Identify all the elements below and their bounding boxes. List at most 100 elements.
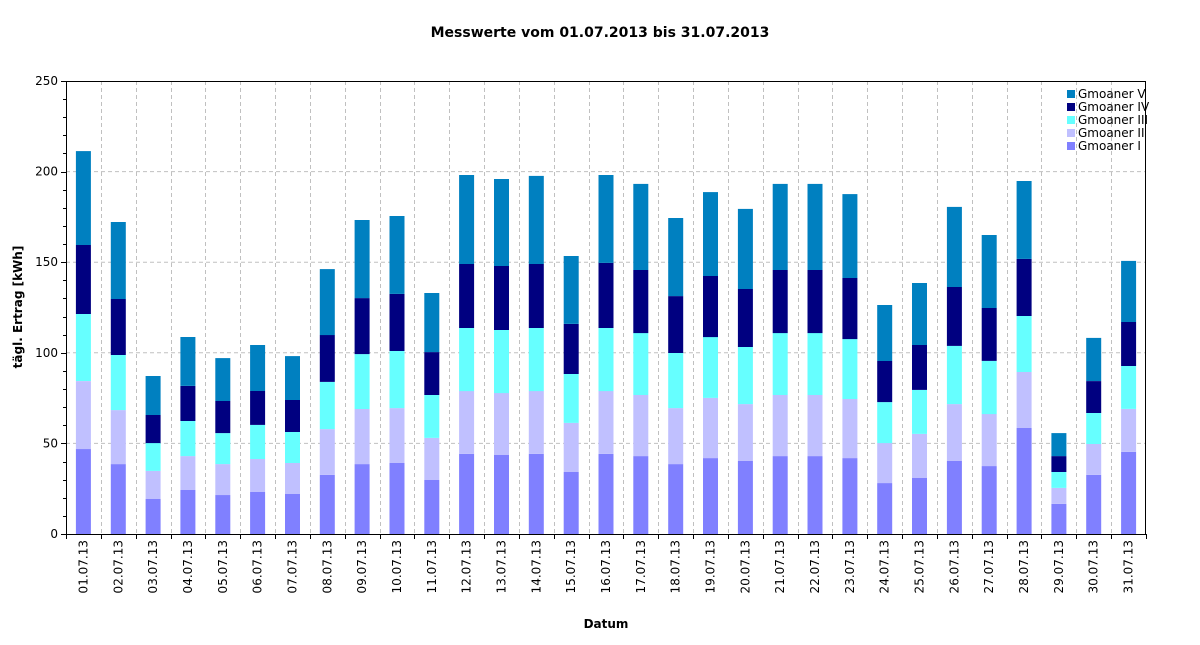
bar-segment <box>319 382 335 430</box>
bar-segment <box>1086 443 1102 475</box>
bars <box>75 151 1137 534</box>
bar-segment <box>424 395 440 438</box>
bar-segment <box>389 408 405 463</box>
bar-segment <box>877 361 893 403</box>
bar-segment <box>772 395 788 457</box>
x-tick-label: 02.07.13 <box>111 540 125 593</box>
legend-swatch <box>1067 129 1075 137</box>
bar-segment <box>145 415 161 444</box>
x-tick-label: 01.07.13 <box>76 540 90 593</box>
bar-segment <box>842 458 858 534</box>
bar-segment <box>354 409 370 465</box>
bar-segment <box>563 256 579 324</box>
bar-segment <box>668 353 684 409</box>
bar-segment <box>250 345 266 391</box>
bar-segment <box>981 308 997 361</box>
bar-segment <box>912 389 927 434</box>
bar-segment <box>494 393 509 455</box>
bar-segment <box>563 472 579 534</box>
bar-segment <box>180 386 196 421</box>
bar-segment <box>946 461 962 534</box>
bar-segment <box>75 314 91 381</box>
y-tick-label: 100 <box>35 346 58 360</box>
bar-segment <box>354 354 370 409</box>
bar-segment <box>110 355 126 411</box>
x-tick-label: 09.07.13 <box>355 540 369 593</box>
bar-segment <box>528 453 544 534</box>
legend-swatch <box>1067 116 1075 124</box>
bar-segment <box>807 333 823 395</box>
bar-segment <box>1051 488 1067 504</box>
bar-segment <box>494 455 509 534</box>
bar-segment <box>180 337 196 386</box>
bar-segment <box>703 397 718 459</box>
bar-segment <box>285 432 300 463</box>
y-tick-label: 0 <box>50 527 58 541</box>
bar-segment <box>1051 472 1067 488</box>
x-tick-label: 11.07.13 <box>425 540 439 593</box>
bar-segment <box>1016 316 1032 372</box>
y-tick-label: 150 <box>35 255 58 269</box>
bar-segment <box>772 333 788 395</box>
bar-segment <box>424 480 440 534</box>
bar-segment <box>912 283 927 345</box>
bar-segment <box>110 222 126 299</box>
bar-segment <box>598 391 614 454</box>
bar-segment <box>668 464 684 534</box>
bar-segment <box>215 495 231 534</box>
bar-segment <box>424 293 440 353</box>
legend-label: Gmoaner V <box>1078 87 1146 101</box>
bar-segment <box>981 466 997 534</box>
bar-segment <box>668 296 684 353</box>
bar-segment <box>285 399 300 432</box>
bar-segment <box>528 175 544 264</box>
bar-segment <box>389 293 405 351</box>
bar-segment <box>1121 322 1137 366</box>
bar-segment <box>772 183 788 270</box>
bar-segment <box>946 206 962 287</box>
bar-segment <box>981 235 997 308</box>
bar-segment <box>215 401 231 434</box>
bar-segment <box>877 443 893 483</box>
bar-segment <box>459 391 475 454</box>
bar-segment <box>389 216 405 294</box>
bar-segment <box>598 328 614 392</box>
bar-segment <box>319 269 335 336</box>
legend-label: Gmoaner II <box>1078 126 1145 140</box>
bar-segment <box>981 414 997 466</box>
bar-segment <box>528 328 544 392</box>
y-tick-label: 200 <box>35 165 58 179</box>
bar-segment <box>354 464 370 534</box>
x-tick-label: 19.07.13 <box>704 540 718 593</box>
bar-segment <box>633 456 649 534</box>
chart-title: Messwerte vom 01.07.2013 bis 31.07.2013 <box>431 25 770 41</box>
bar-segment <box>285 356 300 400</box>
bar-segment <box>528 264 544 328</box>
bar-segment <box>598 262 614 328</box>
bar-segment <box>459 175 475 264</box>
x-tick-label: 22.07.13 <box>808 540 822 593</box>
bar-segment <box>1051 503 1067 534</box>
bar-segment <box>563 324 579 374</box>
x-tick-label: 06.07.13 <box>251 540 265 593</box>
bar-segment <box>1051 456 1067 472</box>
legend-label: Gmoaner III <box>1078 113 1148 127</box>
bar-segment <box>912 434 927 478</box>
bar-segment <box>424 438 440 480</box>
y-axis-label: tägl. Ertrag [kWh] <box>11 246 25 369</box>
bar-segment <box>563 422 579 472</box>
bar-segment <box>354 298 370 355</box>
bar-segment <box>215 464 231 496</box>
bar-segment <box>180 490 196 534</box>
legend-swatch <box>1067 90 1075 98</box>
bar-segment <box>946 345 962 405</box>
bar-segment <box>598 453 614 534</box>
bar-segment <box>633 183 649 270</box>
bar-segment <box>250 492 266 534</box>
bar-segment <box>877 305 893 361</box>
bar-segment <box>842 278 858 340</box>
legend-swatch <box>1067 103 1075 111</box>
x-tick-label: 14.07.13 <box>529 540 543 593</box>
x-tick-label: 04.07.13 <box>181 540 195 593</box>
bar-segment <box>459 264 475 328</box>
